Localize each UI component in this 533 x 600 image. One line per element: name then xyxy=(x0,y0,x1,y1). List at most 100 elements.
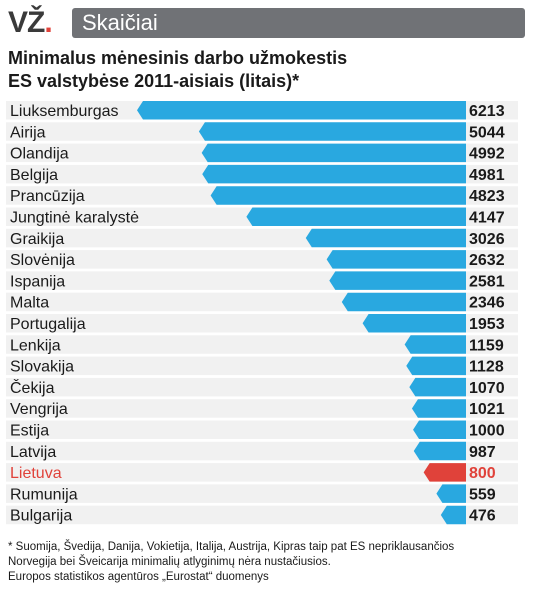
value-label: 6213 xyxy=(469,103,505,120)
category-label: Slovakija xyxy=(10,359,74,376)
bar-row: Lenkija 1159 xyxy=(6,335,518,354)
value-label: 5044 xyxy=(469,124,505,141)
category-label: Rumunija xyxy=(10,486,78,503)
footnote-line-1: * Suomija, Švedija, Danija, Vokietija, I… xyxy=(8,541,455,553)
logo-dot: . xyxy=(44,6,52,39)
row-background xyxy=(6,441,518,461)
bar-row: Ispanija 2581 xyxy=(6,271,518,290)
bar-row: Liuksemburgas 6213 xyxy=(6,101,518,120)
value-label: 1159 xyxy=(469,337,504,354)
bar xyxy=(329,271,466,290)
bar xyxy=(201,143,467,163)
category-label: Liuksemburgas xyxy=(10,103,119,120)
bar xyxy=(409,377,466,397)
value-label: 1021 xyxy=(469,401,505,418)
category-label: Prancūzija xyxy=(10,188,85,205)
category-label: Belgija xyxy=(10,167,58,184)
category-label: Malta xyxy=(10,295,49,312)
row-background xyxy=(6,484,518,503)
row-background xyxy=(6,420,518,439)
logo: VŽ. xyxy=(8,6,70,40)
header: VŽ. Skaičiai xyxy=(8,6,525,40)
chart-title: Minimalus mėnesinis darbo užmokestis ES … xyxy=(8,47,525,93)
value-label: 1000 xyxy=(469,423,505,440)
bar-row: Jungtinė karalystė 4147 xyxy=(6,207,518,227)
bar xyxy=(436,484,466,503)
row-background xyxy=(6,399,518,418)
bar-row: Estija 1000 xyxy=(6,420,518,440)
bar xyxy=(305,228,466,248)
footnote-line-3: Europos statistikos agentūros „Eurostat“… xyxy=(8,571,269,583)
bar xyxy=(198,122,466,141)
row-background xyxy=(6,377,518,397)
bar xyxy=(413,420,466,439)
bar xyxy=(423,463,466,482)
row-background xyxy=(6,335,518,354)
category-label: Čekija xyxy=(10,378,55,397)
value-label: 1070 xyxy=(469,380,505,397)
category-label: Graikija xyxy=(10,231,64,248)
bar xyxy=(413,441,466,461)
category-label: Olandija xyxy=(10,146,69,163)
category-label: Bulgarija xyxy=(10,508,72,525)
bar-row: Portugalija 1953 xyxy=(6,314,518,333)
chart-title-line-2: ES valstybėse 2011-aisiais (litais)* xyxy=(8,71,300,91)
value-label: 2581 xyxy=(469,273,505,290)
category-label: Slovėnija xyxy=(10,252,75,269)
row-background xyxy=(6,463,518,482)
bar-row: Slovėnija 2632 xyxy=(6,250,518,269)
value-label: 476 xyxy=(469,508,496,525)
bar-row: Olandija 4992 xyxy=(6,143,518,163)
bar-row: Slovakija 1128 xyxy=(6,356,518,376)
bar-row: Prancūzija 4823 xyxy=(6,186,518,205)
category-label: Airija xyxy=(10,124,46,141)
bar-row: Latvija 987 xyxy=(6,441,518,461)
value-label: 559 xyxy=(469,486,496,503)
footnote: * Suomija, Švedija, Danija, Vokietija, I… xyxy=(8,540,528,585)
category-label: Portugalija xyxy=(10,316,86,333)
value-label: 987 xyxy=(469,444,496,461)
bar-row: Airija 5044 xyxy=(6,122,518,141)
row-background xyxy=(6,356,518,376)
value-label: 3026 xyxy=(469,231,505,248)
category-label: Vengrija xyxy=(10,401,68,418)
bar-row: Bulgarija 476 xyxy=(6,505,518,525)
value-label: 4147 xyxy=(469,210,505,227)
logo-text: VŽ xyxy=(8,6,45,39)
bar xyxy=(440,505,466,525)
bar xyxy=(406,356,466,376)
bar xyxy=(210,186,466,205)
section-title: Skaičiai xyxy=(82,10,158,35)
value-label: 800 xyxy=(469,465,496,482)
value-label: 4823 xyxy=(469,188,505,205)
category-label: Jungtinė karalystė xyxy=(10,210,139,227)
value-label: 1953 xyxy=(469,316,505,333)
bar xyxy=(404,335,466,354)
bar xyxy=(341,292,466,312)
value-label: 4981 xyxy=(469,167,505,184)
bar xyxy=(246,207,466,226)
category-label: Lietuva xyxy=(10,465,62,482)
bar-row: Čekija 1070 xyxy=(6,377,518,397)
category-label: Ispanija xyxy=(10,273,65,290)
bar-row: Malta 2346 xyxy=(6,292,518,312)
bar xyxy=(411,399,466,418)
value-label: 2346 xyxy=(469,295,505,312)
value-label: 4992 xyxy=(469,146,505,163)
bar-row: Lietuva 800 xyxy=(6,463,518,482)
bar xyxy=(362,314,466,333)
bar-row: Vengrija 1021 xyxy=(6,399,518,418)
category-label: Lenkija xyxy=(10,337,61,354)
footnote-line-2: Norvegija bei Šveicarija minimalių atlyg… xyxy=(8,556,331,568)
row-background xyxy=(6,505,518,525)
section-banner: Skaičiai xyxy=(72,8,525,38)
value-label: 1128 xyxy=(469,359,504,376)
bar xyxy=(137,101,466,120)
bar-row: Graikija 3026 xyxy=(6,228,518,248)
bar-row: Belgija 4981 xyxy=(6,164,518,184)
chart-title-line-1: Minimalus mėnesinis darbo užmokestis xyxy=(8,48,348,68)
bar-row: Rumunija 559 xyxy=(6,484,518,503)
bar xyxy=(202,164,466,184)
category-label: Estija xyxy=(10,423,49,440)
